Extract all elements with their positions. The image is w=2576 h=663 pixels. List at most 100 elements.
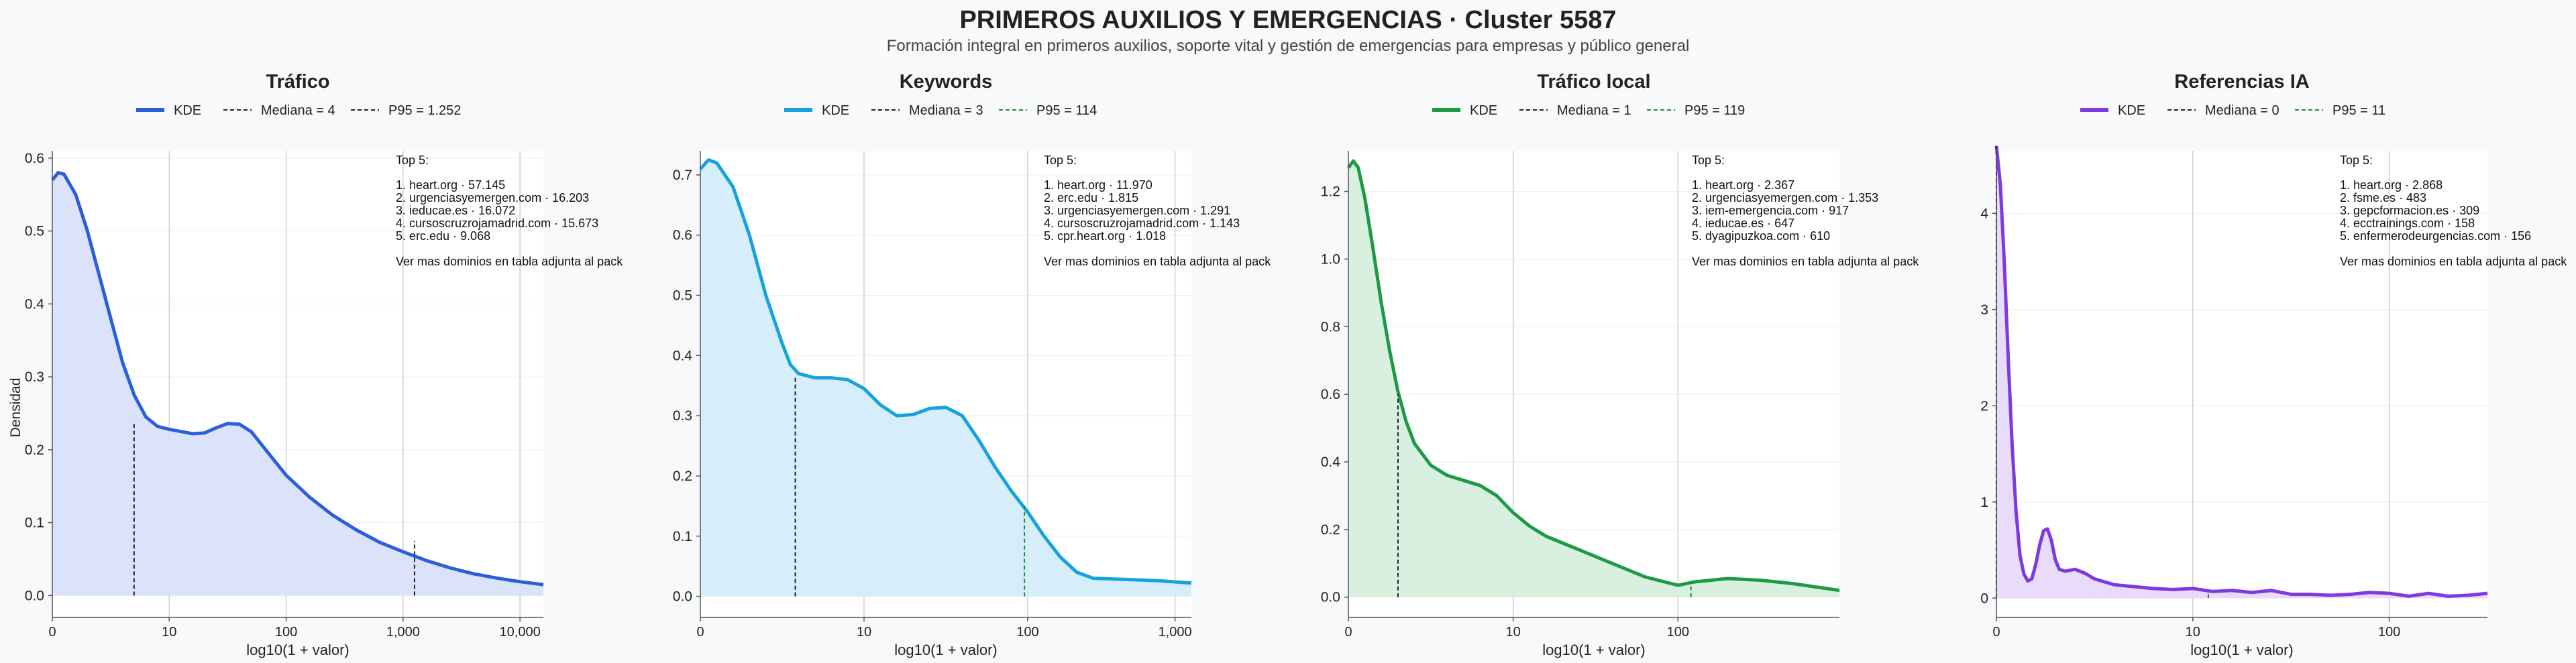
top5-title: Top 5: [2340,154,2373,167]
y-tick-label: 0.2 [673,469,692,484]
kde-area [1348,161,1839,597]
x-tick-label: 0 [48,625,56,640]
x-tick-label: 10,000 [500,625,541,640]
legend-p95-label: P95 = 1.252 [388,103,461,118]
legend-kde-label: KDE [1470,103,1497,118]
y-tick-label: 1.0 [1321,251,1340,267]
legend: KDE Mediana = 0 P95 = 11 [2080,103,2385,118]
top5-item: 4. cursoscruzrojamadrid.com · 1.143 [1044,217,1240,230]
y-tick-label: 0.4 [25,296,45,312]
kde-line [699,158,1192,585]
top5-item: 1. heart.org · 2.367 [1692,178,1794,192]
chart-panel-1: 0.0 0.1 0.2 0.3 0.4 0.5 0.6 0 10 100 1,000 10,000 lo… [25,71,623,658]
figure-title: PRIMEROS AUXILIOS Y EMERGENCIAS · Cluste… [959,6,1616,34]
top5-item: 3. iem-emergencia.com · 917 [1692,204,1849,217]
top5-item: 4. ecctrainings.com · 158 [2340,217,2475,230]
x-tick-label: 10 [1506,625,1521,640]
x-axis-label: log10(1 + valor) [894,642,997,658]
x-tick-label: 1,000 [386,625,420,640]
top5-item: 1. heart.org · 2.868 [2340,178,2443,192]
kde-line [1346,159,1840,593]
top5-item: 2. erc.edu · 1.815 [1044,191,1138,204]
y-axis-label: Densidad [8,378,23,438]
y-tick-label: 1 [1980,495,1988,510]
y-tick-label: 0.4 [673,348,693,363]
panel-title: Tráfico [266,71,329,93]
legend-median-label: Mediana = 1 [1557,103,1631,118]
x-tick-label: 100 [1016,625,1038,640]
y-tick-label: 0 [1980,591,1988,606]
y-tick-label: 0.0 [25,588,44,603]
kde-area [52,172,543,596]
x-tick-label: 0 [1992,625,2000,640]
legend-p95-label: P95 = 119 [1684,103,1745,118]
y-tick-label: 0.2 [1321,522,1340,538]
legend-kde-label: KDE [2118,103,2145,118]
top5-item: 5. enfermerodeurgencias.com · 156 [2340,229,2531,243]
chart-panel-3: 0.0 0.2 0.4 0.6 0.8 1.0 1.2 0 10 100 log10(1 + val… [1321,71,1919,658]
chart-panel-4: 0 1 2 3 4 0 10 100 log10(1 + valor) Referencias I… [1980,71,2567,658]
top5-item: 5. dyagipuzkoa.com · 610 [1692,229,1830,243]
legend: KDE Mediana = 3 P95 = 114 [784,103,1097,118]
legend-median-label: Mediana = 4 [261,103,335,118]
top5-title: Top 5: [1044,154,1077,167]
x-tick-label: 0 [696,625,704,640]
top5-note: Ver mas dominios en tabla adjunta al pac… [1692,255,1919,268]
top5-title: Top 5: [396,154,429,167]
y-tick-label: 0.6 [673,228,692,243]
top5-note: Ver mas dominios en tabla adjunta al pac… [2340,255,2567,268]
legend-median-label: Mediana = 0 [2205,103,2279,118]
top5-title: Top 5: [1692,154,1725,167]
y-tick-label: 0.1 [673,529,692,544]
top5-item: 5. cpr.heart.org · 1.018 [1044,229,1166,243]
plot-area [1996,151,2487,617]
top5-note: Ver mas dominios en tabla adjunta al pac… [396,255,623,268]
legend: KDE Mediana = 1 P95 = 119 [1432,103,1745,118]
chart-panels: 0.00.10.20.30.40.50.60 10 100 1,000 10,000lo… [25,71,2567,658]
x-tick-label: 10 [162,625,176,640]
top5-item: 2. urgenciasyemergen.com · 16.203 [396,191,589,204]
kde-area [700,160,1191,597]
x-axis-label: log10(1 + valor) [1542,642,1645,658]
top5-item: 3. ieducae.es · 16.072 [396,204,515,217]
y-tick-label: 3 [1980,302,1988,318]
x-tick-label: 10 [2186,625,2200,640]
y-tick-label: 0.3 [673,408,692,424]
y-tick-label: 0.7 [673,168,692,183]
legend: KDE Mediana = 4 P95 = 1.252 [136,103,461,118]
top5-item: 1. heart.org · 57.145 [396,178,505,192]
y-tick-label: 2 [1980,398,1988,414]
y-tick-label: 0.8 [1321,319,1340,335]
x-tick-label: 0 [1344,625,1352,640]
x-tick-label: 100 [1667,625,1689,640]
top5-item: 3. urgenciasyemergen.com · 1.291 [1044,204,1230,217]
top5-item: 5. erc.edu · 9.068 [396,229,490,243]
panel-title: Referencias IA [2174,71,2310,93]
top5-item: 2. fsme.es · 483 [2340,191,2426,204]
y-tick-label: 0.1 [25,516,44,531]
kde-area [1996,145,2487,599]
x-axis-label: log10(1 + valor) [246,642,349,658]
figure-subtitle: Formación integral en primeros auxilios,… [887,37,1690,55]
top5-item: 1. heart.org · 11.970 [1044,178,1152,192]
top5-note: Ver mas dominios en tabla adjunta al pac… [1044,255,1271,268]
legend-p95-label: P95 = 114 [1036,103,1097,118]
top5-item: 3. gepcformacion.es · 309 [2340,204,2479,217]
legend-kde-label: KDE [822,103,849,118]
y-tick-label: 0.2 [25,442,44,458]
legend-median-label: Mediana = 3 [909,103,983,118]
top5-item: 2. urgenciasyemergen.com · 1.353 [1692,191,1878,204]
y-tick-label: 0.5 [673,288,692,304]
kde-line [1994,145,2488,598]
y-tick-label: 0.0 [673,589,692,605]
y-tick-label: 0.4 [1321,455,1341,470]
top5-item: 4. ieducae.es · 647 [1692,217,1794,230]
x-tick-label: 100 [275,625,297,640]
panel-title: Tráfico local [1537,71,1650,93]
y-tick-label: 1.2 [1321,184,1340,200]
